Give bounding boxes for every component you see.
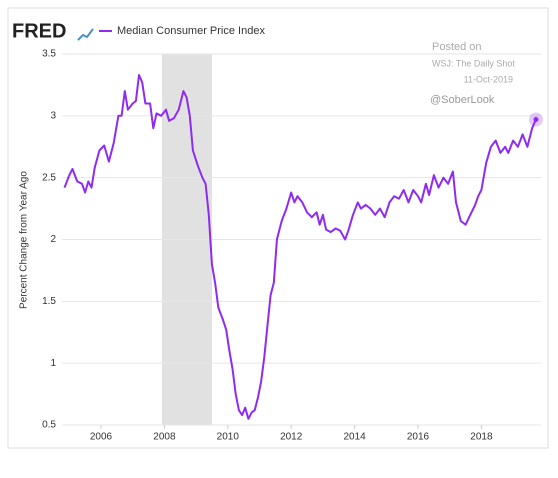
x-tick-label: 2012 [280, 432, 303, 443]
annotation: @SoberLook [430, 94, 495, 106]
chart-frame [7, 7, 549, 449]
x-tick-label: 2006 [90, 432, 113, 443]
x-tick-label: 2018 [470, 432, 493, 443]
annotation: 11-Oct-2019 [464, 74, 513, 84]
x-tick-label: 2008 [153, 432, 176, 443]
annotation: Posted on [432, 41, 482, 53]
y-tick-label: 3.5 [42, 49, 56, 60]
brand-logo: FRED [12, 20, 66, 42]
annotation: WSJ: The Daily Shot [432, 58, 515, 68]
y-tick-label: 2.5 [42, 172, 56, 183]
x-tick-label: 2010 [217, 432, 240, 443]
y-tick-label: 1 [50, 358, 56, 369]
data-line [63, 74, 537, 420]
brand-icon [77, 28, 94, 41]
x-tick-label: 2016 [407, 432, 430, 443]
y-tick-label: 2 [50, 234, 56, 245]
y-tick-label: 3 [50, 110, 56, 121]
legend-label: Median Consumer Price Index [117, 25, 265, 37]
y-tick-label: 0.5 [42, 420, 56, 431]
last-point [533, 117, 539, 123]
y-tick-label: 1.5 [42, 296, 56, 307]
x-tick-label: 2014 [343, 432, 366, 443]
y-axis-label: Percent Change from Year Ago [19, 171, 30, 309]
